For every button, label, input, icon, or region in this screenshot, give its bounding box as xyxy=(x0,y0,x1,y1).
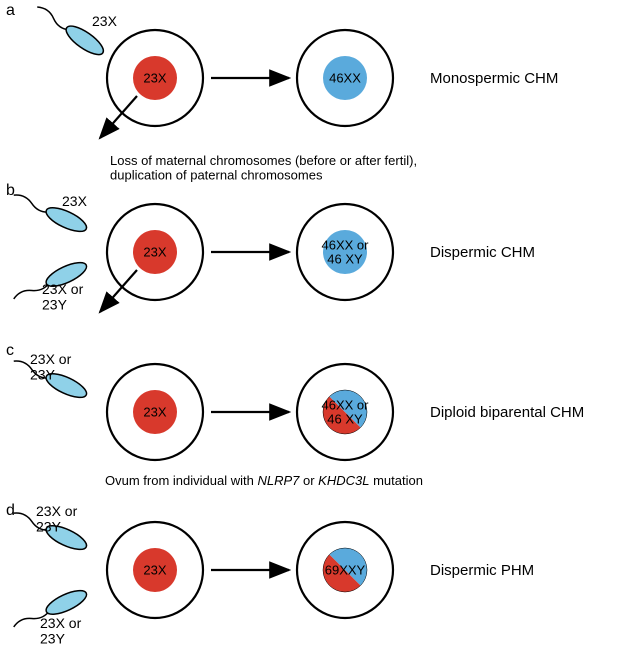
nucleus-label: 46 XY xyxy=(327,251,363,266)
sperm-icon xyxy=(33,1,108,60)
sperm-label: 23X or23Y xyxy=(40,615,82,646)
sperm-label: 23X xyxy=(92,13,118,29)
panel-d: d 23X or23Y 23X or23Y 23X 69XXY Dispermic PHM xyxy=(6,502,534,646)
panel-letter: d xyxy=(6,502,15,519)
panel-title: Monospermic CHM xyxy=(430,70,558,87)
panel-caption: Loss of maternal chromosomes (before or … xyxy=(110,153,417,182)
panel-c: c23X or23Y23X46XX or46 XYDiploid biparen… xyxy=(6,342,584,488)
ovum-caption: Ovum from individual with NLRP7 or KHDC3… xyxy=(105,473,423,488)
sperm-label: 23X xyxy=(62,193,88,209)
panel-letter: a xyxy=(6,2,15,19)
nucleus-label: 46 XY xyxy=(327,411,363,426)
panel-title: Dispermic PHM xyxy=(430,562,534,579)
panel-title: Diploid biparental CHM xyxy=(430,404,584,421)
nucleus-label: 69XXY xyxy=(325,563,366,578)
molar-pregnancy-diagram: a 23X 23X 46XX Monospermic CHM Loss of matern… xyxy=(0,0,640,654)
sperm-label: 23X or23Y xyxy=(42,281,84,312)
nucleus-label: 46XX xyxy=(329,71,361,86)
panel-letter: c xyxy=(6,342,14,359)
nucleus-label: 23X xyxy=(143,405,166,420)
nucleus-label: 23X xyxy=(143,71,166,86)
panel-b: b23X23X or23Y23X46XX or46 XYDispermic CH… xyxy=(6,182,535,312)
panel-a: a 23X 23X 46XX Monospermic CHM Loss of matern… xyxy=(6,1,558,183)
nucleus-label: 23X xyxy=(143,563,166,578)
sperm-label: 23X or23Y xyxy=(36,503,78,534)
panel-letter: b xyxy=(6,182,15,199)
nucleus-label: 23X xyxy=(143,245,166,260)
panel-title: Dispermic CHM xyxy=(430,244,535,261)
